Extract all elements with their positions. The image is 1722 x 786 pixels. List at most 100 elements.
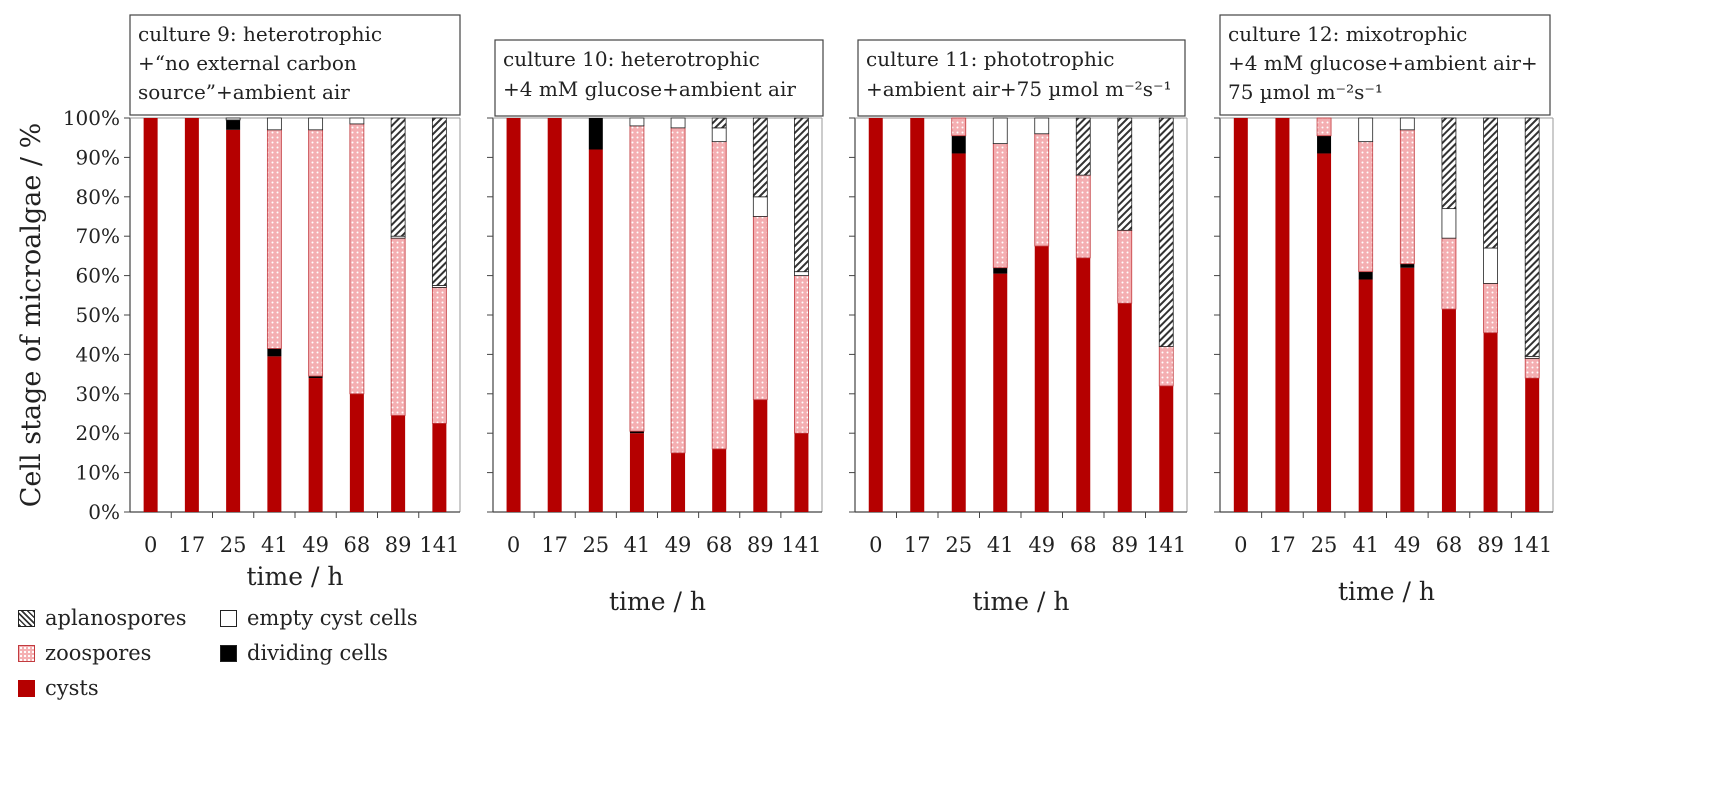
- bar-segment-cysts: [432, 423, 447, 512]
- x-tick-label: 68: [344, 533, 371, 557]
- bar-segment-empty-cyst-cells: [349, 117, 365, 125]
- panel-title-box: [129, 14, 461, 116]
- bar-segment-zoospores: [1075, 174, 1091, 259]
- legend-label-zoospores: zoospores: [45, 641, 152, 665]
- bar-segment-cysts: [1117, 303, 1132, 512]
- x-tick-label: 25: [220, 533, 247, 557]
- bar-segment-cysts: [226, 129, 241, 512]
- bar-segment-cysts: [753, 399, 768, 512]
- bar-segment-zoospores: [951, 117, 967, 137]
- bar-segment-aplanospores: [711, 117, 727, 129]
- bar-segment-aplanospores: [1441, 117, 1457, 210]
- zoospores-swatch: [18, 644, 35, 662]
- legend-label-empty-cyst-cells: empty cyst cells: [247, 606, 418, 630]
- bar-segment-cysts: [547, 118, 562, 512]
- x-tick-label: 141: [419, 533, 459, 557]
- bar-segment-zoospores: [431, 287, 447, 424]
- bar-segment-aplanospores: [390, 117, 406, 237]
- bar-segment-empty-cyst-cells: [752, 196, 768, 217]
- panel-title-line: culture 9: heterotrophic: [138, 22, 382, 46]
- y-axis-label: Cell stage of microalgae / %: [16, 123, 47, 508]
- x-tick-label: 41: [987, 533, 1014, 557]
- bar-segment-cysts: [308, 378, 323, 512]
- bar-segment-empty-cyst-cells: [711, 127, 727, 143]
- x-tick-label: 141: [1146, 533, 1186, 557]
- bar-segment-empty-cyst-cells: [225, 117, 241, 121]
- bar-segment-aplanospores: [794, 117, 809, 273]
- dividing-cells-swatch: [220, 644, 237, 662]
- x-tick-label: 49: [1028, 533, 1055, 557]
- x-tick-label: 17: [904, 533, 931, 557]
- bar-segment-aplanospores: [1158, 117, 1174, 347]
- y-tick-label: 70%: [76, 224, 120, 248]
- bar-segment-cysts: [1034, 246, 1049, 513]
- bar-segment-zoospores: [1358, 141, 1374, 273]
- bar-segment-zoospores: [1441, 237, 1457, 310]
- bar-segment-aplanospores: [431, 117, 447, 286]
- bar-segment-cysts: [1159, 385, 1174, 512]
- bar-segment-cysts: [1076, 257, 1091, 512]
- aplanospores-swatch: [18, 609, 35, 627]
- bar-segment-empty-cyst-cells: [308, 117, 324, 131]
- bar-segment-aplanospores: [1117, 117, 1133, 231]
- bar-segment-zoospores: [629, 125, 645, 432]
- x-tick-label: 41: [624, 533, 651, 557]
- bar-segment-dividing-cells: [588, 118, 603, 150]
- bar-segment-cysts: [267, 356, 282, 512]
- y-tick-label: 30%: [76, 382, 120, 406]
- x-tick-label: 25: [1311, 533, 1338, 557]
- legend-label-aplanospores: aplanospores: [45, 606, 187, 630]
- bar-segment-dividing-cells: [629, 431, 644, 434]
- panel-title-line: +4 mM glucose+ambient air+: [1228, 51, 1538, 75]
- legend-item-empty-cyst-cells: empty cyst cells: [220, 606, 418, 630]
- panel-title-box: [1219, 14, 1551, 116]
- bar-segment-zoospores: [670, 127, 686, 454]
- bar-segment-empty-cyst-cells: [992, 117, 1008, 145]
- x-tick-label: 25: [945, 533, 972, 557]
- x-tick-label: 17: [179, 533, 206, 557]
- x-tick-label: 141: [1512, 533, 1552, 557]
- bar-segment-zoospores: [349, 123, 365, 395]
- panel-title-line: +“no external carbon: [138, 51, 357, 75]
- bar-segment-empty-cyst-cells: [629, 117, 645, 127]
- x-tick-label: 49: [302, 533, 329, 557]
- bar-segment-dividing-cells: [267, 348, 282, 357]
- x-tick-label: 17: [541, 533, 568, 557]
- panel-title-line: source”+ambient air: [138, 80, 350, 104]
- y-tick-label: 0%: [88, 500, 120, 524]
- y-tick-label: 50%: [76, 303, 120, 327]
- y-tick-label: 90%: [76, 145, 120, 169]
- legend-label-dividing-cells: dividing cells: [247, 641, 388, 665]
- legend-item-cysts: cysts: [18, 676, 99, 700]
- bar-segment-dividing-cells: [1400, 263, 1415, 268]
- bar-segment-zoospores: [1524, 357, 1540, 379]
- x-tick-label: 0: [144, 533, 157, 557]
- y-tick-label: 100%: [63, 106, 120, 130]
- legend-item-dividing-cells: dividing cells: [220, 641, 388, 665]
- bar-segment-cysts: [588, 149, 603, 512]
- x-tick-label: 49: [665, 533, 692, 557]
- bar-segment-cysts: [910, 118, 925, 512]
- bar-segment-cysts: [184, 118, 199, 512]
- panel-title-box: [494, 39, 824, 117]
- empty-cyst-cells-swatch: [220, 609, 237, 627]
- bar-segment-cysts: [1400, 267, 1415, 512]
- bar-segment-empty-cyst-cells: [1399, 117, 1415, 131]
- panel-title-line: 75 µmol m⁻²s⁻¹: [1228, 80, 1383, 104]
- bar-segment-empty-cyst-cells: [794, 271, 809, 277]
- bar-segment-cysts: [1275, 118, 1290, 512]
- x-tick-label: 41: [261, 533, 288, 557]
- cysts-swatch: [18, 679, 35, 697]
- bar-segment-empty-cyst-cells: [1034, 117, 1050, 135]
- bar-segment-cysts: [1525, 378, 1540, 512]
- bar-segment-zoospores: [308, 129, 324, 377]
- x-tick-label: 68: [1436, 533, 1463, 557]
- legend-label-cysts: cysts: [45, 676, 99, 700]
- panel-title-line: +ambient air+75 µmol m⁻²s⁻¹: [866, 77, 1172, 101]
- x-axis-label: time / h: [973, 587, 1070, 616]
- bar-segment-cysts: [671, 452, 686, 512]
- y-tick-label: 60%: [76, 264, 120, 288]
- x-tick-label: 89: [1477, 533, 1504, 557]
- x-tick-label: 89: [1111, 533, 1138, 557]
